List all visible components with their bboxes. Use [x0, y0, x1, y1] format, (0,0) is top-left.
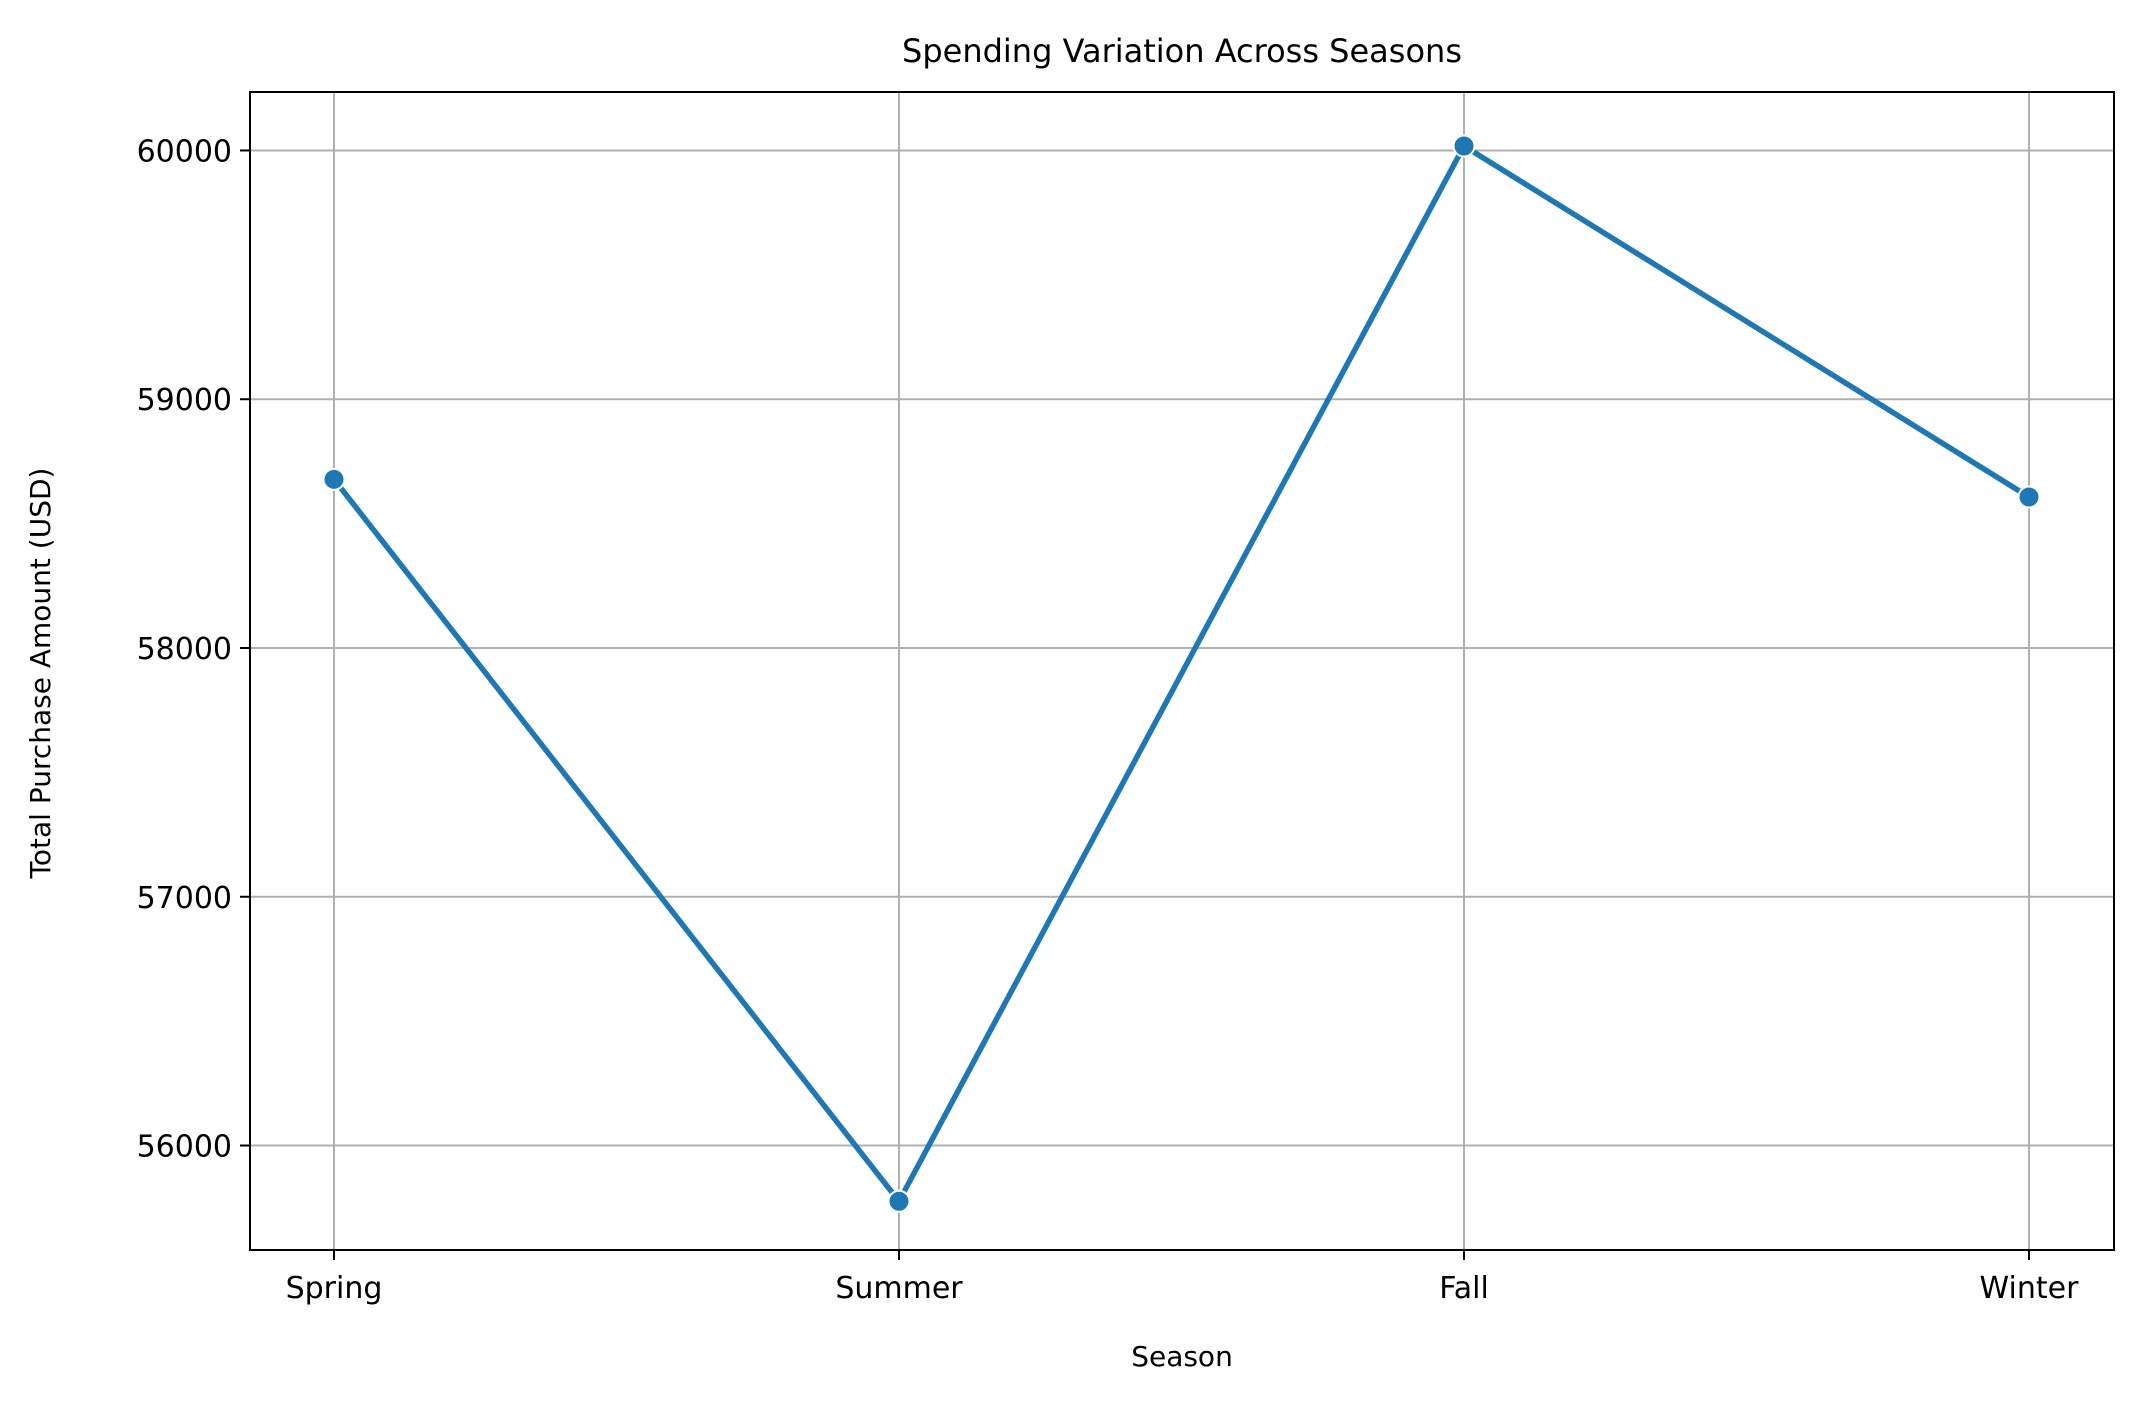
axes: 56000 57000 58000 59000 60000 Spring Summer Fal…	[137, 134, 2080, 1306]
y-tick-label: 58000	[137, 632, 232, 667]
data-point	[322, 467, 346, 491]
data-point	[887, 1189, 911, 1213]
data-point	[1452, 134, 1476, 158]
y-axis-label: Total Purchase Amount (USD)	[24, 468, 57, 880]
x-tick-label: Spring	[286, 1271, 383, 1306]
y-tick-label: 57000	[137, 881, 232, 916]
grid	[250, 92, 2114, 1250]
x-tick-label: Summer	[835, 1271, 963, 1306]
x-axis-label: Season	[1131, 1340, 1233, 1373]
series-line	[331, 143, 2031, 1204]
data-point	[2017, 485, 2041, 509]
y-tick-label: 56000	[137, 1130, 232, 1165]
x-tick-label: Winter	[1980, 1271, 2080, 1306]
chart-title: Spending Variation Across Seasons	[902, 32, 1462, 70]
y-tick-label: 60000	[137, 134, 232, 169]
series-layer	[322, 134, 2041, 1213]
y-tick-label: 59000	[137, 383, 232, 418]
x-tick-label: Fall	[1439, 1271, 1489, 1306]
plot-frame	[249, 91, 2115, 1251]
